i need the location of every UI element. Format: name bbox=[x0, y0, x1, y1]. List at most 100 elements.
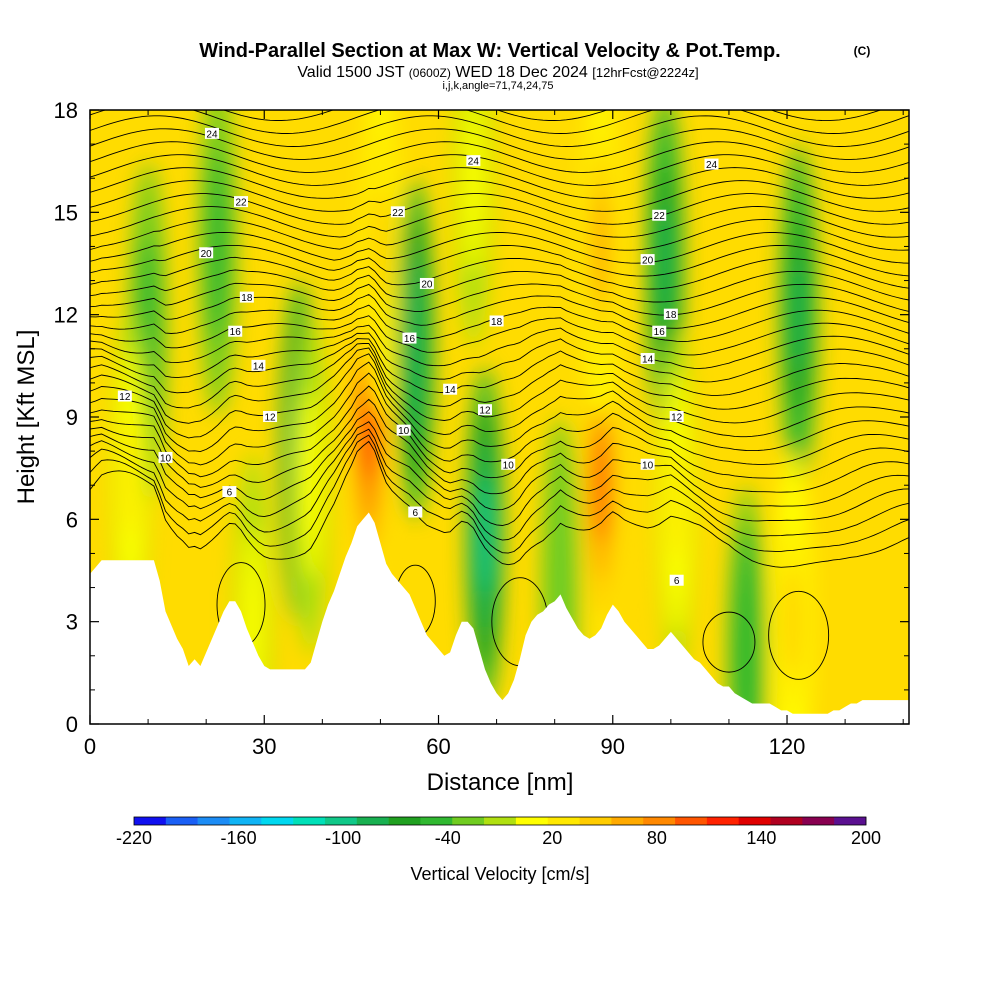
theta-label-2: 6 bbox=[669, 574, 684, 587]
theta-label-bg-21 bbox=[419, 277, 434, 289]
theta-label-bg-23 bbox=[234, 196, 249, 208]
theta-contour-line-11 bbox=[90, 342, 909, 410]
theta-contour-line-18 bbox=[90, 282, 909, 316]
theta-label-bg-8 bbox=[263, 411, 278, 422]
theta-label-25: 22 bbox=[652, 209, 667, 222]
theta-label-text-22: 20 bbox=[642, 256, 654, 267]
theta-label-24: 22 bbox=[390, 206, 405, 219]
theta-label-1: 6 bbox=[408, 506, 423, 519]
theta-label-text-18: 18 bbox=[491, 317, 503, 328]
colorbar-swatch-11 bbox=[484, 817, 517, 825]
theta-label-bg-6 bbox=[640, 458, 655, 470]
theta-contour-line-8 bbox=[90, 361, 909, 453]
updraft-core-3-3 bbox=[371, 188, 389, 304]
colorbar-swatch-1 bbox=[165, 817, 198, 825]
theta-label-bg-18 bbox=[489, 315, 504, 327]
valid-time-line: Valid 1500 JST (0600Z) WED 18 Dec 2024 [… bbox=[297, 64, 698, 81]
colorbar-frame bbox=[133, 816, 867, 826]
colorbar-tick-label-5: 80 bbox=[647, 828, 667, 848]
theta-label-13: 14 bbox=[640, 353, 655, 366]
colorbar-swatch-2 bbox=[197, 817, 230, 825]
forecast-info: [12hrFcst@2224z] bbox=[592, 65, 698, 80]
theta-label-text-20: 20 bbox=[201, 249, 213, 260]
chart-title: Wind-Parallel Section at Max W: Vertical… bbox=[199, 40, 780, 62]
valid-utc: (0600Z) bbox=[409, 66, 451, 80]
theta-label-text-28: 24 bbox=[706, 160, 718, 171]
theta-contour-line-29 bbox=[90, 141, 909, 173]
theta-label-7: 12 bbox=[117, 390, 132, 403]
y-tick-label-2: 6 bbox=[66, 507, 78, 532]
updraft-core-1-3 bbox=[592, 427, 610, 543]
colorbar-label: Vertical Velocity [cm/s] bbox=[410, 864, 589, 884]
theta-label-9: 12 bbox=[477, 404, 492, 417]
theta-label-20: 20 bbox=[199, 247, 214, 260]
colorbar-swatch-13 bbox=[547, 817, 580, 825]
theta-label-28: 24 bbox=[704, 158, 719, 171]
theta-contours bbox=[90, 110, 909, 680]
theta-contour-line-31 bbox=[90, 115, 909, 147]
theta-label-text-24: 22 bbox=[392, 208, 404, 219]
y-tick-label-3: 9 bbox=[66, 405, 78, 430]
colorbar-tick-label-7: 200 bbox=[851, 828, 881, 848]
y-tick-label-4: 12 bbox=[54, 303, 78, 328]
x-tick-label-3: 90 bbox=[601, 734, 625, 759]
theta-label-bg-5 bbox=[501, 458, 516, 470]
theta-label-bg-2 bbox=[669, 574, 684, 586]
theta-label-text-16: 16 bbox=[654, 327, 666, 338]
theta-label-bg-15 bbox=[402, 332, 417, 344]
theta-contour-line-15 bbox=[90, 315, 909, 356]
theta-label-bg-4 bbox=[396, 424, 411, 436]
theta-label-bg-22 bbox=[640, 254, 655, 266]
theta-label-26: 24 bbox=[204, 127, 219, 140]
theta-label-bg-0 bbox=[222, 486, 237, 498]
theta-label-bg-14 bbox=[228, 325, 243, 337]
colorbar-swatch-0 bbox=[134, 817, 167, 825]
y-axis-label: Height [Kft MSL] bbox=[13, 330, 40, 505]
colorbar-swatch-6 bbox=[324, 817, 358, 825]
colorbar: -220 -160 -100 -40 20 80 140 200 bbox=[116, 816, 881, 848]
downdraft-core-7-3 bbox=[737, 598, 755, 714]
theta-label-19: 18 bbox=[663, 308, 678, 321]
colorbar-swatch-22 bbox=[834, 817, 867, 825]
colorbar-tick-label-0: -220 bbox=[116, 828, 152, 848]
theta-label-4: 10 bbox=[396, 424, 411, 437]
theta-contour-line-20 bbox=[90, 256, 909, 290]
theta-label-bg-16 bbox=[652, 325, 667, 337]
theta-label-bg-17 bbox=[239, 291, 254, 303]
colorbar-swatch-12 bbox=[515, 817, 549, 825]
y-tick-label-1: 3 bbox=[66, 610, 78, 635]
theta-label-text-27: 24 bbox=[468, 157, 480, 168]
theta-label-text-12: 14 bbox=[445, 385, 457, 396]
colorbar-swatch-21 bbox=[802, 817, 835, 825]
theta-contour-line-28 bbox=[90, 154, 909, 186]
theta-label-text-7: 12 bbox=[119, 392, 131, 403]
theta-label-bg-19 bbox=[663, 308, 678, 320]
grid-indices: i,j,k,angle=71,74,24,75 bbox=[442, 80, 553, 92]
theta-label-bg-3 bbox=[158, 451, 173, 463]
theta-label-bg-24 bbox=[390, 206, 405, 218]
y-tick-label-6: 18 bbox=[54, 98, 78, 123]
theta-contour-line-7 bbox=[90, 372, 909, 466]
theta-label-text-21: 20 bbox=[421, 279, 433, 290]
x-tick-label-1: 30 bbox=[252, 734, 276, 759]
theta-label-5: 10 bbox=[501, 458, 516, 471]
theta-label-11: 14 bbox=[251, 359, 266, 372]
colorbar-swatch-8 bbox=[388, 817, 421, 825]
theta-label-text-19: 18 bbox=[665, 310, 677, 321]
theta-label-bg-26 bbox=[204, 127, 219, 139]
theta-label-text-5: 10 bbox=[503, 460, 515, 471]
theta-contour-line-23 bbox=[90, 219, 909, 251]
theta-label-text-26: 24 bbox=[206, 129, 218, 140]
theta-label-bg-7 bbox=[117, 390, 132, 402]
downdraft-core-3-3 bbox=[656, 206, 674, 321]
theta-contour-line-1 bbox=[90, 434, 909, 554]
theta-contour-line-2 bbox=[90, 428, 909, 541]
axes: 0 30 60 90 120 0 3 6 9 12 15 18 bbox=[54, 98, 909, 759]
theta-label-27: 24 bbox=[466, 155, 481, 168]
updraft-core-4-3 bbox=[122, 420, 140, 536]
colorbar-swatch-15 bbox=[611, 817, 644, 825]
y-tick-label-5: 15 bbox=[54, 200, 78, 225]
theta-label-18: 18 bbox=[489, 315, 504, 328]
theta-contour-line-0 bbox=[90, 440, 909, 568]
theta-label-bg-12 bbox=[443, 383, 458, 395]
